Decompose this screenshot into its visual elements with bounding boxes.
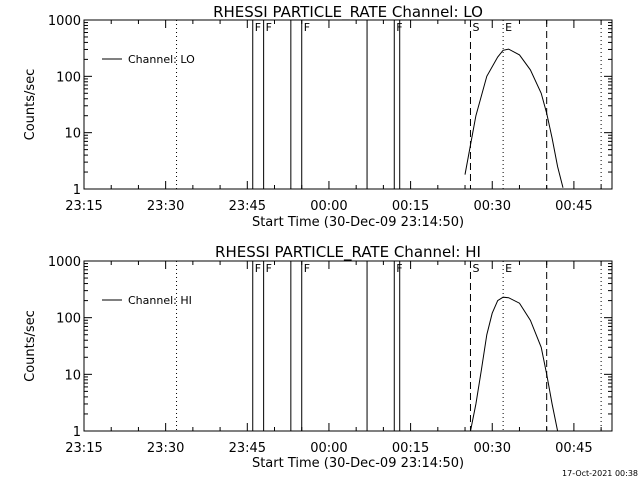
chart-title: RHESSI PARTICLE_RATE Channel: LO	[213, 3, 483, 22]
event-marker-label: S	[472, 21, 479, 34]
y-tick-label: 100	[56, 70, 81, 85]
x-tick-label: 23:30	[147, 199, 184, 214]
y-tick-label: 10	[64, 127, 81, 142]
y-axis-label: Counts/sec	[23, 69, 38, 141]
event-marker-label: F	[266, 262, 272, 275]
x-tick-label: 00:15	[392, 199, 429, 214]
x-tick-label: 23:15	[65, 441, 102, 456]
x-axis-label: Start Time (30-Dec-09 23:14:50)	[252, 215, 464, 230]
x-tick-label: 00:30	[474, 199, 511, 214]
event-marker-label: F	[255, 21, 261, 34]
series-line	[471, 297, 558, 431]
y-tick-label: 1000	[48, 255, 81, 270]
x-tick-label: 23:15	[65, 199, 102, 214]
event-marker-label: E	[505, 262, 512, 275]
hi-channel-panel: RHESSI PARTICLE_RATE Channel: HI 1 10 100 10…	[23, 243, 612, 471]
x-tick-label: 00:00	[310, 199, 347, 214]
x-tick-label: 23:45	[229, 199, 266, 214]
event-marker-label: F	[255, 262, 261, 275]
x-tick-label: 00:45	[555, 199, 592, 214]
chart-title: RHESSI PARTICLE_RATE Channel: HI	[215, 243, 481, 262]
lo-channel-panel: RHESSI PARTICLE_RATE Channel: LO 1 10 100 10…	[23, 3, 612, 230]
event-marker-label: E	[505, 21, 512, 34]
y-tick-label: 100	[56, 312, 81, 327]
x-tick-label: 23:45	[229, 441, 266, 456]
event-marker-label: F	[304, 262, 310, 275]
y-axis-label: Counts/sec	[23, 310, 38, 382]
y-tick-label: 1	[73, 183, 81, 198]
x-tick-label: 00:30	[474, 441, 511, 456]
event-marker-label: F	[266, 21, 272, 34]
x-tick-label: 00:15	[392, 441, 429, 456]
plot-frame	[84, 20, 612, 189]
x-tick-label: 00:45	[555, 441, 592, 456]
x-tick-label: 23:30	[147, 441, 184, 456]
legend-entry: Channel: LO	[128, 53, 195, 66]
plot-frame	[84, 261, 612, 431]
footer-timestamp: 17-Oct-2021 00:38	[562, 469, 638, 478]
y-tick-label: 1	[73, 425, 81, 440]
legend-entry: Channel: HI	[128, 294, 192, 307]
y-tick-label: 10	[64, 368, 81, 383]
y-tick-label: 1000	[48, 14, 81, 29]
x-axis-label: Start Time (30-Dec-09 23:14:50)	[252, 456, 464, 471]
event-marker-label: S	[472, 262, 479, 275]
x-tick-label: 00:00	[310, 441, 347, 456]
event-marker-label: F	[304, 21, 310, 34]
series-line	[465, 49, 563, 188]
